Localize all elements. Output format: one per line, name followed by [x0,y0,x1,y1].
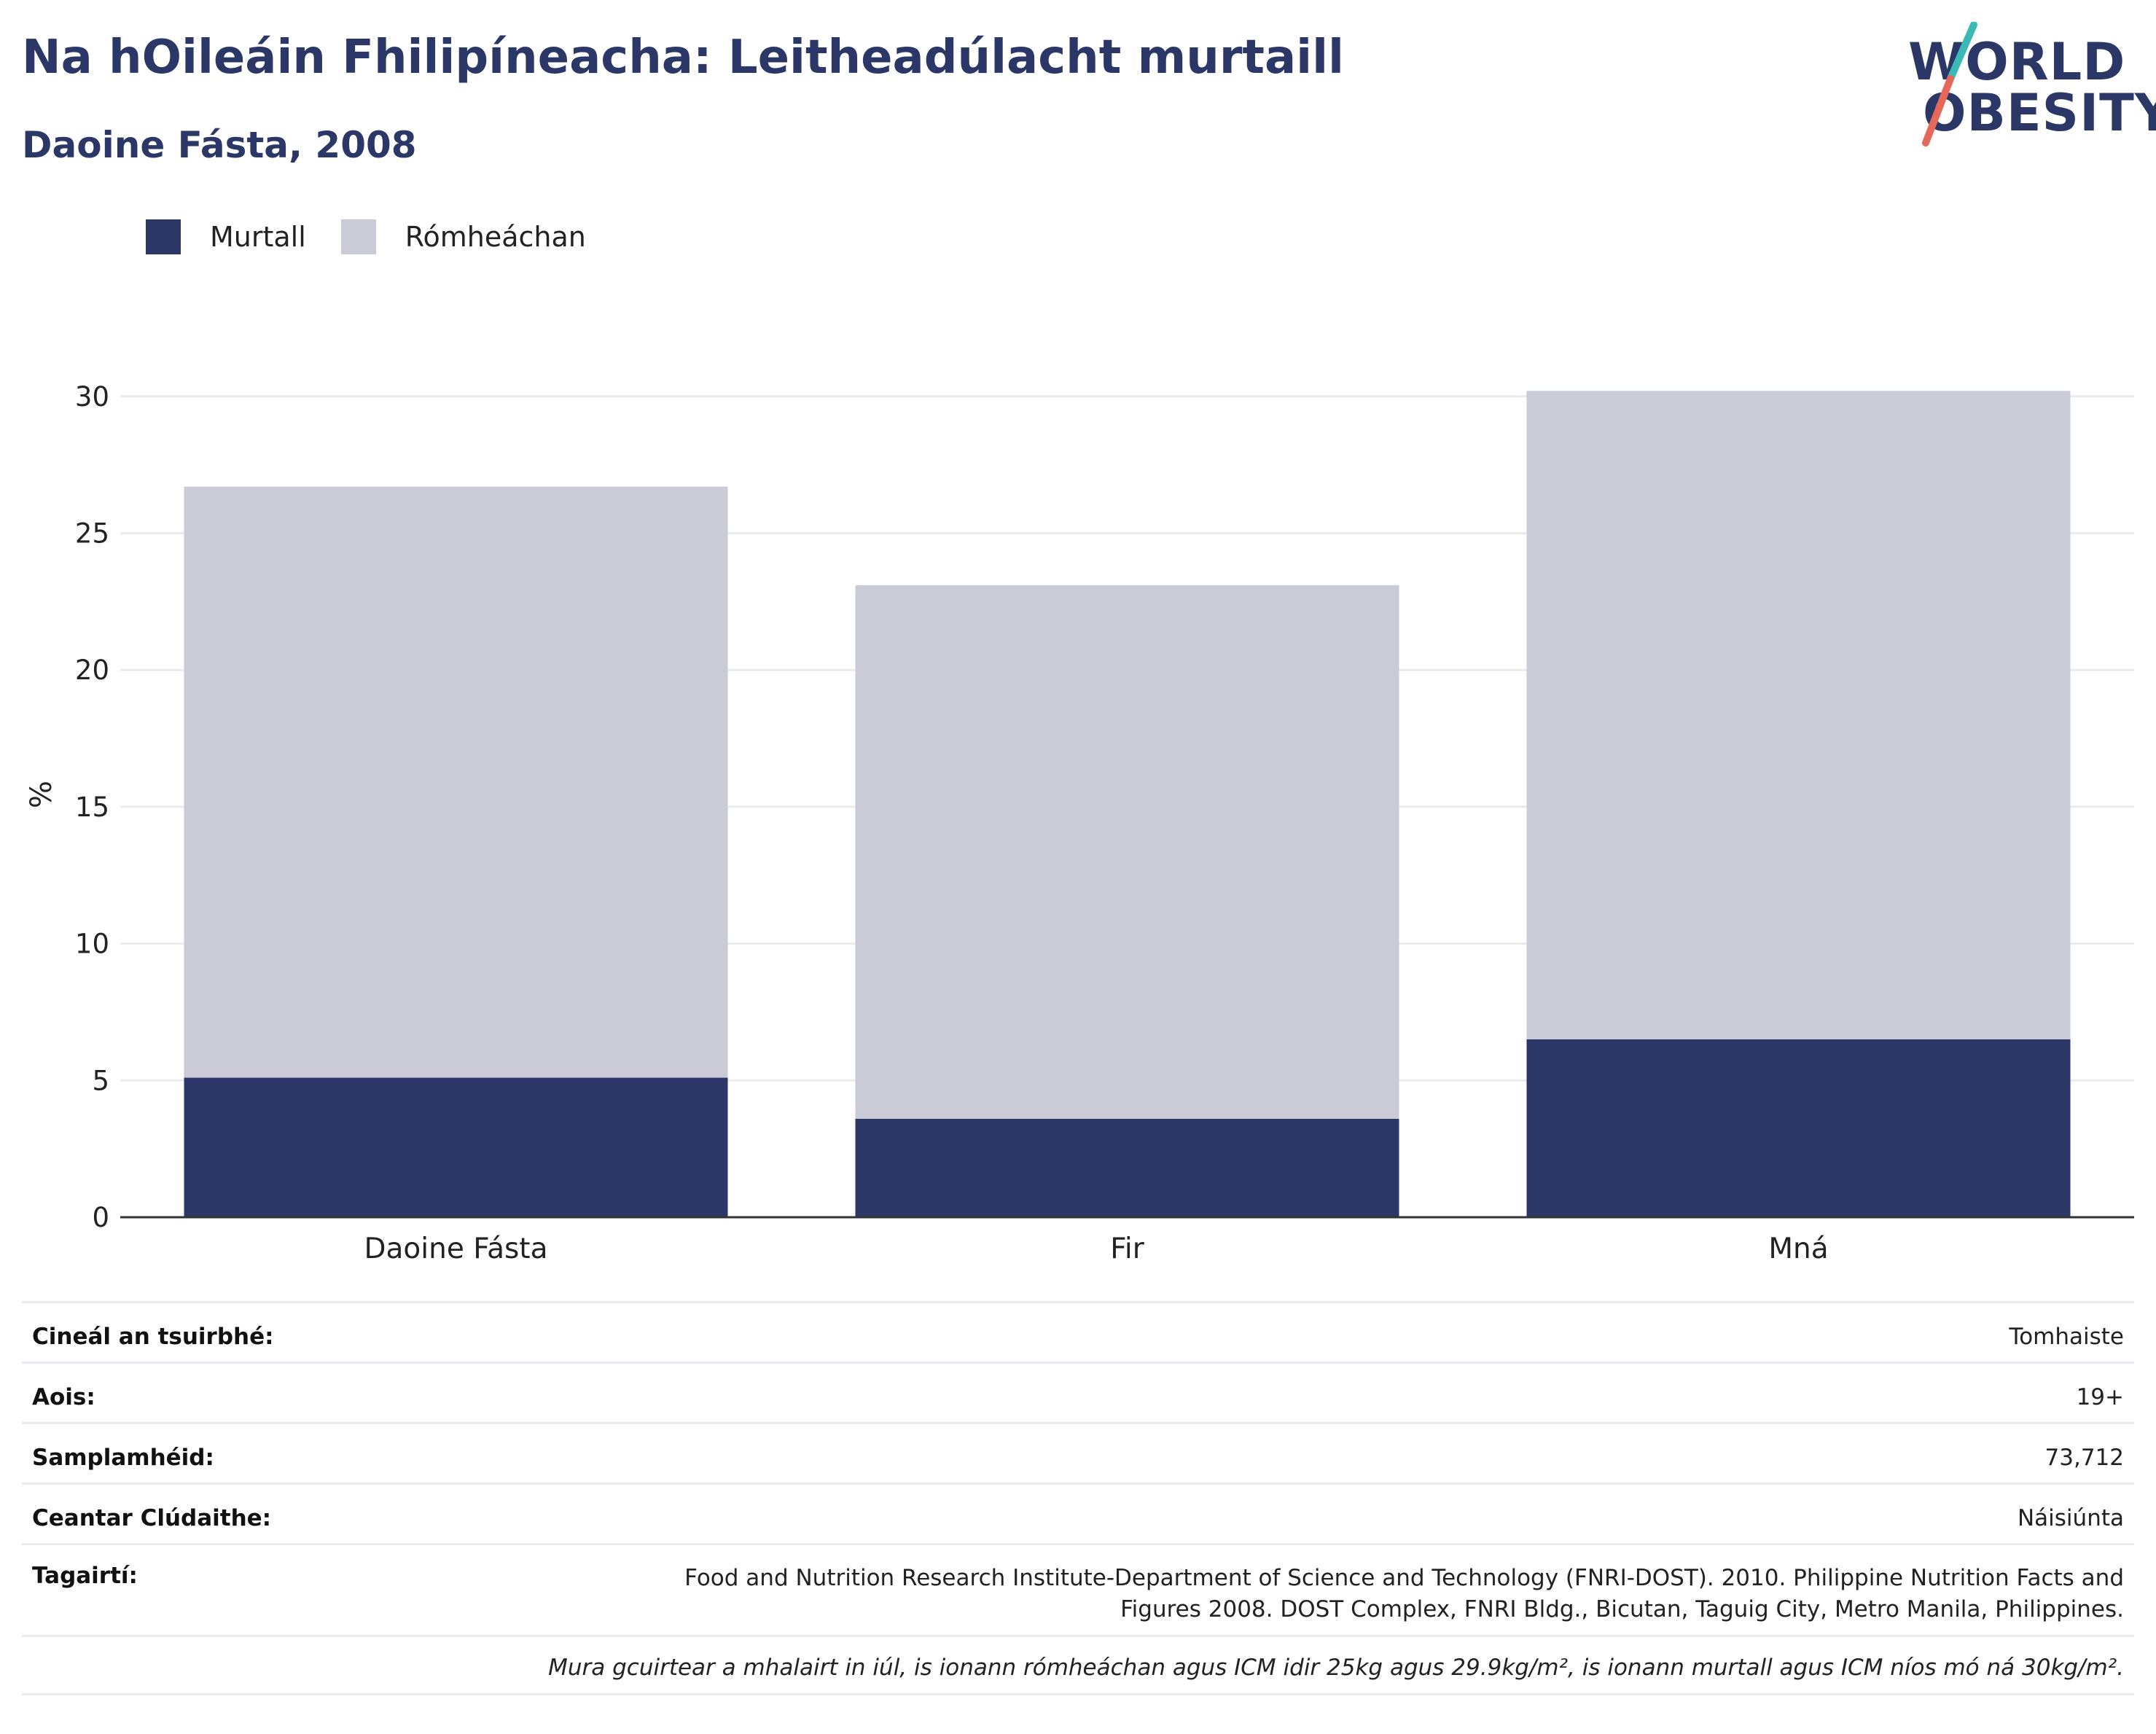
info-key: Tagairtí: [32,1563,138,1589]
legend-item-romheachan[interactable]: Rómheáchan [340,219,586,254]
y-tick-label: 0 [92,1202,109,1233]
bar-murtall [184,1077,728,1217]
chart-subtitle: Daoine Fásta, 2008 [22,124,417,166]
bar-romheachan [855,585,1399,1119]
bar-romheachan [1526,391,2071,1039]
info-row-sample-size: Samplamhéid: 73,712 [22,1422,2134,1483]
info-key: Samplamhéid: [32,1445,214,1471]
info-value: Náisiúnta [2017,1505,2124,1531]
legend-label-murtall: Murtall [210,221,306,253]
y-tick-label: 20 [75,655,109,686]
chart-legend: Murtall Rómheáchan [146,215,621,259]
y-tick-label: 10 [75,929,109,960]
x-tick-label: Fir [1110,1233,1144,1265]
legend-label-romheachan: Rómheáchan [405,221,586,253]
chart-title: Na hOileáin Fhilipíneacha: Leitheadúlach… [22,31,1344,85]
info-row-age: Aois: 19+ [22,1362,2134,1422]
logo-text-line1: WORLD [1908,32,2126,92]
world-obesity-logo: WORLD OBESITY [1895,22,2156,160]
info-value: 73,712 [2044,1445,2124,1471]
info-row-survey-type: Cineál an tsuirbhé: Tomhaiste [22,1301,2134,1362]
y-tick-label: 15 [75,792,109,823]
y-tick-label: 5 [92,1065,109,1096]
x-tick-label: Mná [1768,1233,1828,1265]
legend-swatch-romheachan [340,219,376,254]
info-value: Tomhaiste [2009,1324,2124,1350]
y-tick-label: 30 [75,381,109,413]
definition-note: Mura gcuirtear a mhalairt in iúl, is ion… [22,1635,2134,1695]
logo-slash-icon [1922,22,1977,147]
stacked-bar-chart: 0 5 10 15 20 25 30% Daoine Fásta Fir Mná [25,381,2134,1265]
bar-romheachan [184,486,728,1078]
survey-info-table: Cineál an tsuirbhé: Tomhaiste Aois: 19+ … [22,1301,2134,1695]
legend-swatch-murtall [146,219,181,254]
logo-text-line2: OBESITY [1923,83,2156,143]
y-tick-label: 25 [75,518,109,549]
info-row-area-covered: Ceantar Clúdaithe: Náisiúnta [22,1483,2134,1543]
x-tick-label: Daoine Fásta [364,1233,548,1265]
info-value: 19+ [2076,1384,2124,1410]
reference-text: Food and Nutrition Research Institute-De… [684,1565,2124,1622]
info-key: Aois: [32,1384,95,1410]
y-axis-label: % [25,781,58,808]
info-key: Ceantar Clúdaithe: [32,1505,272,1531]
bar-murtall [855,1118,1399,1217]
bar-murtall [1526,1039,2071,1217]
info-key: Cineál an tsuirbhé: [32,1324,274,1350]
legend-item-murtall[interactable]: Murtall [146,219,306,254]
info-row-references: Tagairtí: Food and Nutrition Research In… [22,1543,2134,1635]
